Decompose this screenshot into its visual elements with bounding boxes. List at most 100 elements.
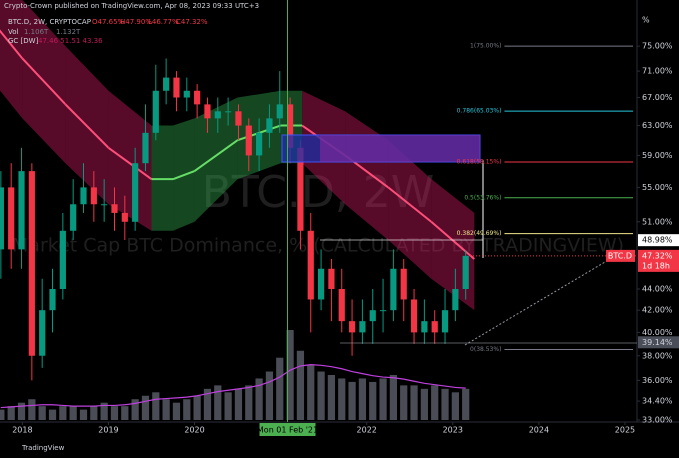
candle-body bbox=[132, 163, 139, 222]
last-price-box bbox=[638, 249, 679, 272]
candle-body bbox=[8, 187, 15, 250]
candle-body bbox=[256, 132, 263, 156]
volume-bar bbox=[172, 402, 181, 420]
plot-area: BTC.D, 2W Market Cap BTC Dominance, % (C… bbox=[0, 0, 624, 420]
publisher: Crypto-Crown published on TradingView.co… bbox=[4, 2, 259, 10]
candle-body bbox=[379, 310, 387, 312]
candle-body bbox=[245, 125, 252, 156]
candle-body bbox=[421, 321, 428, 333]
volume-bar bbox=[286, 330, 294, 420]
volume-bar bbox=[110, 406, 119, 420]
volume-bar bbox=[79, 409, 88, 420]
ohlc-value: C47.32% bbox=[176, 18, 208, 26]
volume-bar bbox=[152, 392, 160, 420]
candle-body bbox=[0, 187, 4, 250]
volume-bar bbox=[100, 402, 108, 420]
indicator-legend-value: 47.46 51.51 43.36 bbox=[38, 37, 103, 45]
candle-body bbox=[214, 111, 221, 119]
volume-bar bbox=[162, 399, 170, 420]
candle-body bbox=[101, 204, 108, 206]
volume-bar bbox=[131, 399, 139, 420]
y-tick-label: 38.00% bbox=[642, 351, 673, 360]
y-tick-label: 51.00% bbox=[642, 217, 673, 226]
y-tick-label: 44.00% bbox=[642, 284, 673, 293]
candle-body bbox=[49, 288, 56, 311]
x-tick-label: 2020 bbox=[184, 426, 204, 435]
price-level-box bbox=[638, 234, 679, 247]
candle-body bbox=[410, 299, 418, 333]
last-name-box bbox=[606, 249, 635, 262]
candle-body bbox=[359, 321, 366, 333]
volume-bar bbox=[379, 378, 387, 420]
y-tick-label: 40.00% bbox=[642, 328, 673, 337]
volume-bar bbox=[317, 371, 325, 420]
volume-bar bbox=[441, 388, 449, 420]
channel-mid bbox=[193, 139, 239, 172]
volume-bar bbox=[183, 399, 191, 420]
candle-body bbox=[307, 230, 314, 300]
channel-band bbox=[151, 125, 174, 231]
fib-label: 0.5(53.76%) bbox=[464, 194, 501, 201]
volume-bar bbox=[245, 385, 253, 420]
range-box-overlay bbox=[320, 135, 480, 162]
candle-body bbox=[400, 268, 407, 300]
volume-bar bbox=[17, 402, 26, 420]
volume-bar bbox=[296, 350, 305, 420]
volume-bar bbox=[348, 381, 356, 420]
channel-mid bbox=[387, 186, 432, 223]
volume-bar bbox=[48, 409, 57, 420]
last-name: BTC.D bbox=[608, 251, 632, 260]
candle-body bbox=[18, 171, 25, 250]
projection-line bbox=[464, 261, 606, 346]
candle-body bbox=[369, 310, 376, 322]
candle-body bbox=[462, 255, 469, 289]
fib-label: 0.618(58.15%) bbox=[457, 159, 502, 166]
candle-body bbox=[39, 310, 46, 356]
volume-bar bbox=[410, 385, 418, 420]
channel-band bbox=[0, 0, 23, 119]
candle-body bbox=[163, 77, 170, 91]
channel-band bbox=[194, 97, 238, 222]
axis-unit: % bbox=[642, 16, 650, 25]
channel-mid bbox=[64, 103, 110, 149]
channel-band bbox=[108, 90, 152, 231]
y-tick-label: 59.00% bbox=[642, 151, 673, 160]
volume-bar bbox=[224, 392, 232, 420]
y-tick-label: 34.40% bbox=[642, 397, 673, 406]
candle-body bbox=[28, 171, 35, 356]
candle-body bbox=[142, 132, 149, 164]
volume-bar bbox=[327, 375, 336, 420]
volume-legend-name: Vol bbox=[8, 28, 19, 36]
volume-bar bbox=[203, 388, 212, 420]
last-price-label: 47.32% bbox=[642, 251, 673, 260]
candle-body bbox=[452, 288, 459, 311]
candle-body bbox=[328, 268, 335, 289]
candle-body bbox=[297, 147, 304, 231]
candle-body bbox=[111, 204, 118, 213]
fib-label: 0.382(49.69%) bbox=[457, 230, 502, 237]
price-level-label: 39.14% bbox=[642, 338, 673, 347]
fib-label: 0.786(65.03%) bbox=[457, 108, 502, 115]
candle-body bbox=[348, 321, 356, 333]
volume-bar bbox=[276, 357, 284, 420]
x-tick-label: 2022 bbox=[357, 426, 377, 435]
y-tick-label: 55.00% bbox=[642, 183, 673, 192]
volume-bar bbox=[451, 392, 459, 420]
volume-bar bbox=[59, 406, 67, 420]
candle-body bbox=[338, 288, 345, 322]
candle-body bbox=[152, 90, 159, 133]
footer: TradingView bbox=[21, 444, 65, 452]
ohlc-value: H47.90% bbox=[120, 18, 152, 26]
candle-body bbox=[70, 204, 77, 231]
candle-body bbox=[59, 230, 66, 289]
volume-bar bbox=[38, 406, 46, 420]
candle-body bbox=[441, 310, 449, 333]
volume-bar bbox=[400, 385, 408, 420]
candle-body bbox=[80, 187, 87, 205]
volume-bar bbox=[420, 388, 428, 420]
candle-body bbox=[204, 104, 211, 119]
countdown: 1d 18h bbox=[642, 261, 670, 270]
price-level-box bbox=[638, 336, 679, 349]
candle-body bbox=[317, 268, 325, 300]
